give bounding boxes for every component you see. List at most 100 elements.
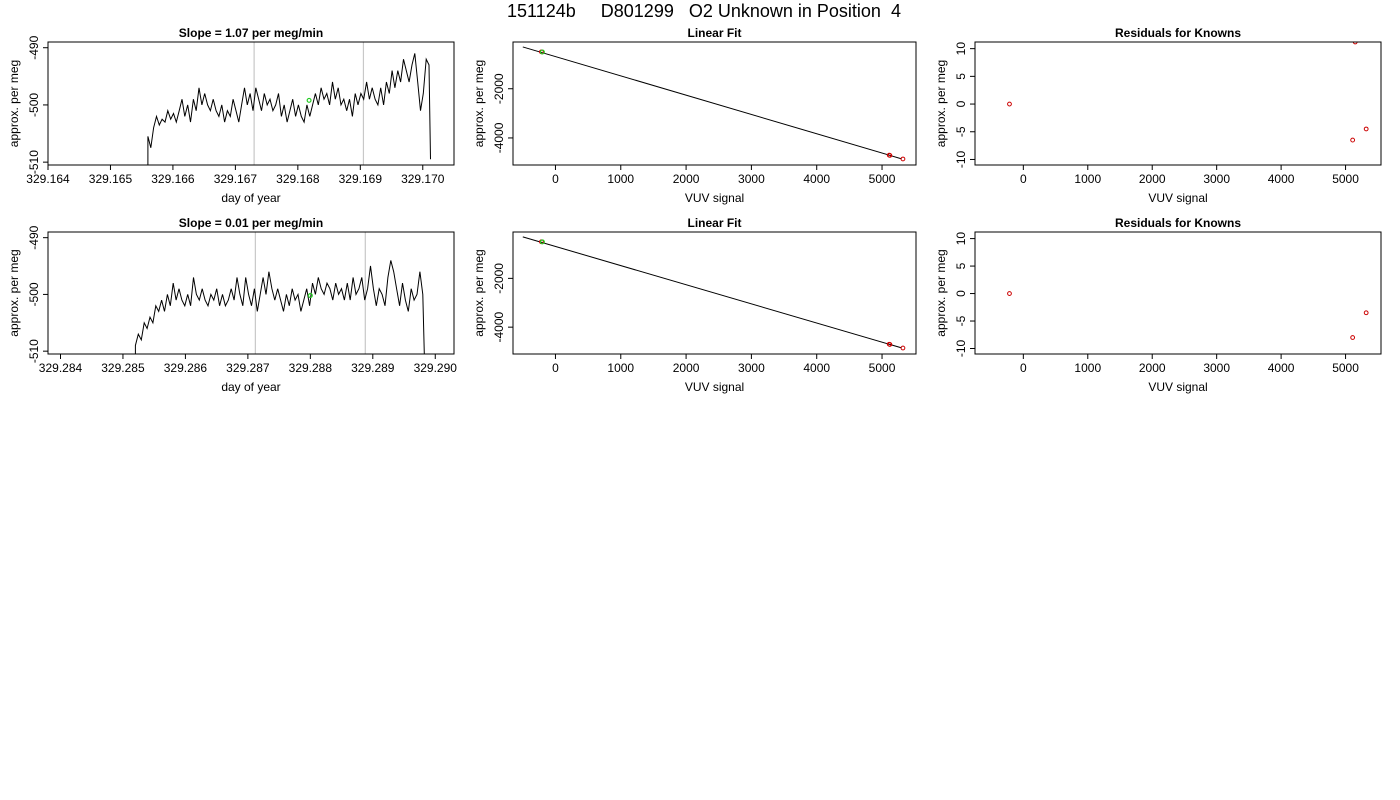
y-axis-label: approx. per meg bbox=[472, 249, 486, 336]
x-tick-label: 329.166 bbox=[151, 172, 195, 186]
x-tick-label: 1000 bbox=[1074, 361, 1101, 375]
known-point bbox=[887, 342, 893, 347]
x-tick-label: 329.290 bbox=[414, 361, 458, 375]
x-tick-label: 2000 bbox=[1139, 172, 1166, 186]
y-tick-label: 10 bbox=[954, 232, 968, 246]
chart-panel-1: Slope = 1.07 per meg/min 329.164 329.165 32… bbox=[7, 26, 455, 205]
fit-line bbox=[522, 236, 902, 349]
plot-area bbox=[522, 236, 906, 351]
y-tick-label: -490 bbox=[27, 225, 41, 249]
panel-title: Linear Fit bbox=[687, 216, 741, 230]
plot-area bbox=[134, 232, 425, 354]
x-tick-label: 329.289 bbox=[351, 361, 395, 375]
y-tick-label: 5 bbox=[954, 73, 968, 80]
x-tick-label: 2000 bbox=[673, 361, 700, 375]
x-tick-label: 1000 bbox=[1074, 172, 1101, 186]
x-tick-label: 0 bbox=[552, 172, 559, 186]
chart-panel-5: Linear Fit 0 1000 2000 3000 4000 5000 -4000 -200… bbox=[472, 216, 917, 394]
fit-line bbox=[522, 46, 902, 160]
x-tick-label: 3000 bbox=[738, 361, 765, 375]
y-tick-label: 10 bbox=[954, 42, 968, 56]
chart-panel-2: Linear Fit 0 1000 2000 3000 4000 5000 -4000 -200… bbox=[472, 26, 917, 205]
y-tick-label: -10 bbox=[954, 150, 968, 168]
x-axis-label: VUV signal bbox=[1148, 380, 1207, 394]
known-point bbox=[900, 345, 906, 351]
x-tick-label: 329.167 bbox=[214, 172, 258, 186]
x-axis-label: VUV signal bbox=[1148, 191, 1207, 205]
x-tick-label: 329.288 bbox=[289, 361, 333, 375]
x-tick-label: 5000 bbox=[1332, 172, 1359, 186]
x-tick-label: 4000 bbox=[1268, 361, 1295, 375]
x-tick-label: 2000 bbox=[1139, 361, 1166, 375]
panel-title: Residuals for Knowns bbox=[1115, 216, 1241, 230]
plot-area bbox=[1007, 42, 1369, 143]
y-tick-label: -510 bbox=[27, 150, 41, 174]
known-point bbox=[1363, 310, 1369, 316]
panel-title: Slope = 1.07 per meg/min bbox=[179, 26, 323, 40]
trace-line bbox=[134, 260, 425, 354]
y-tick-label: 5 bbox=[954, 262, 968, 269]
known-point bbox=[887, 153, 893, 158]
unknown-point bbox=[539, 49, 545, 55]
y-tick-label: -510 bbox=[27, 339, 41, 363]
unknown-point bbox=[307, 293, 313, 299]
known-point bbox=[1363, 126, 1369, 132]
y-tick-label: -500 bbox=[27, 282, 41, 306]
x-tick-label: 329.165 bbox=[89, 172, 133, 186]
y-tick-label: 0 bbox=[954, 290, 968, 297]
y-tick-label: 0 bbox=[954, 100, 968, 107]
y-tick-label: -4000 bbox=[492, 122, 506, 153]
x-tick-label: 0 bbox=[1020, 172, 1027, 186]
y-axis-label: approx. per meg bbox=[934, 249, 948, 336]
known-point bbox=[1007, 101, 1012, 107]
x-tick-label: 329.284 bbox=[39, 361, 83, 375]
x-axis-label: VUV signal bbox=[685, 191, 744, 205]
chart-panel-6: Residuals for Knowns 0 1000 2000 3000 4000 500… bbox=[934, 216, 1382, 394]
x-tick-label: 329.169 bbox=[339, 172, 383, 186]
x-tick-label: 4000 bbox=[803, 172, 830, 186]
plot-frame bbox=[974, 231, 1382, 355]
plot-area bbox=[522, 46, 906, 162]
x-axis-label: day of year bbox=[221, 380, 280, 394]
y-tick-label: -10 bbox=[954, 340, 968, 358]
panel-title: Linear Fit bbox=[687, 26, 741, 40]
x-axis-label: day of year bbox=[221, 191, 280, 205]
x-tick-label: 329.287 bbox=[226, 361, 270, 375]
y-axis-label: approx. per meg bbox=[7, 249, 21, 336]
y-axis-label: approx. per meg bbox=[472, 60, 486, 147]
x-tick-label: 3000 bbox=[738, 172, 765, 186]
chart-panel-4: Slope = 0.01 per meg/min 329.284 329.285 32… bbox=[7, 216, 457, 394]
x-axis-label: VUV signal bbox=[685, 380, 744, 394]
y-tick-label: -5 bbox=[954, 126, 968, 137]
x-tick-label: 329.164 bbox=[26, 172, 70, 186]
panel-title: Residuals for Knowns bbox=[1115, 26, 1241, 40]
x-tick-label: 3000 bbox=[1203, 172, 1230, 186]
x-tick-label: 5000 bbox=[1332, 361, 1359, 375]
plot-frame bbox=[512, 231, 917, 355]
y-tick-label: -500 bbox=[27, 93, 41, 117]
plot-frame bbox=[47, 41, 455, 166]
x-tick-label: 3000 bbox=[1203, 361, 1230, 375]
known-point bbox=[900, 156, 906, 162]
x-tick-label: 2000 bbox=[673, 172, 700, 186]
plot-area bbox=[1007, 291, 1369, 340]
x-tick-label: 5000 bbox=[869, 172, 896, 186]
x-tick-label: 0 bbox=[1020, 361, 1027, 375]
chart-panel-3: Residuals for Knowns 0 1000 2000 3000 4000 500… bbox=[934, 26, 1382, 205]
plot-frame bbox=[47, 231, 455, 355]
plot-frame bbox=[974, 41, 1382, 166]
x-tick-label: 1000 bbox=[607, 361, 634, 375]
x-tick-label: 329.286 bbox=[164, 361, 208, 375]
x-tick-label: 0 bbox=[552, 361, 559, 375]
trace-line bbox=[147, 53, 431, 165]
figure-title: 151124b D801299 O2 Unknown in Position 4 bbox=[507, 1, 901, 21]
y-axis-label: approx. per meg bbox=[7, 60, 21, 147]
x-tick-label: 329.285 bbox=[101, 361, 145, 375]
y-tick-label: -2000 bbox=[492, 73, 506, 104]
y-tick-label: -5 bbox=[954, 315, 968, 326]
x-tick-label: 5000 bbox=[869, 361, 896, 375]
known-point bbox=[1350, 137, 1356, 143]
x-tick-label: 329.170 bbox=[401, 172, 445, 186]
